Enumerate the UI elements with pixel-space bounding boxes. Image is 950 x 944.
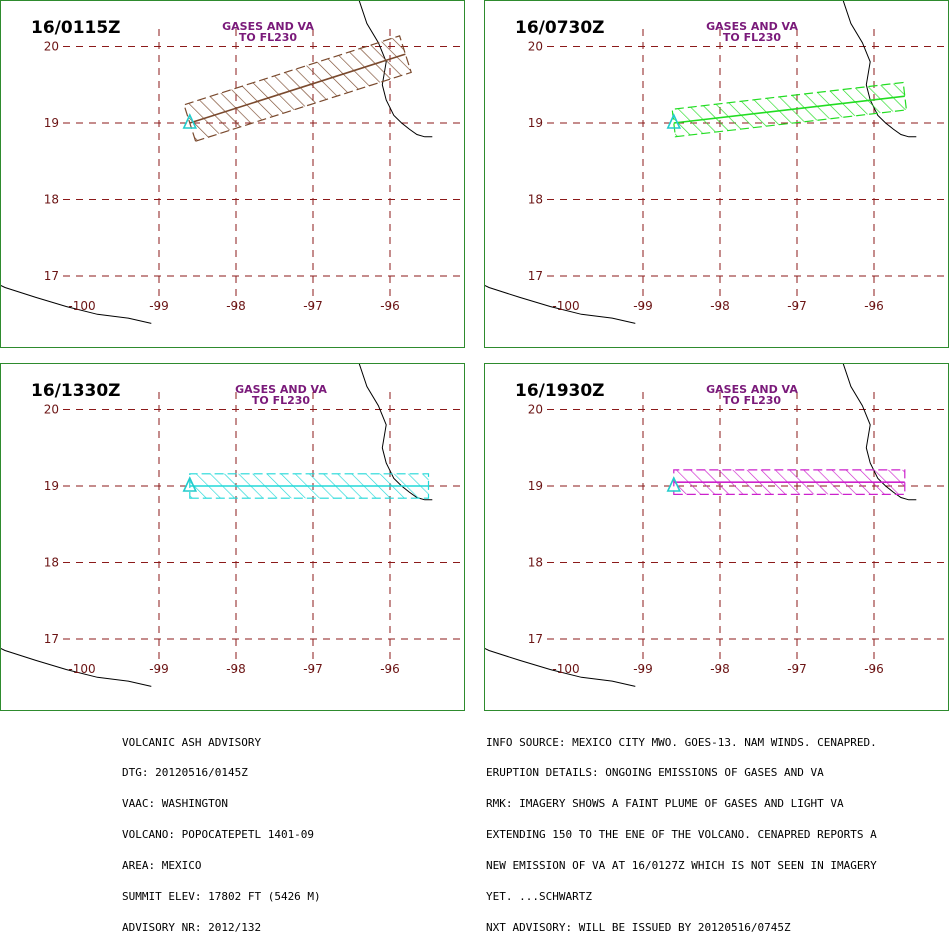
lon-label: -96 — [380, 299, 400, 313]
lat-label: 17 — [528, 269, 543, 283]
lon-label: -99 — [149, 299, 169, 313]
lon-label: -98 — [710, 662, 730, 676]
lat-label: 17 — [528, 632, 543, 646]
ash-note-line1: GASES AND VA — [222, 20, 314, 33]
advisory-line: SUMMIT ELEV: 17802 FT (5426 M) — [122, 890, 321, 904]
panel-time: 16/0115Z — [31, 18, 121, 38]
lon-label: -100 — [68, 299, 95, 313]
lat-label: 18 — [528, 556, 543, 570]
lat-label: 19 — [528, 116, 543, 130]
coastline — [842, 364, 917, 501]
map-panel-2: 20 19 18 17 -100 -99 -98 -97 -96 16/0730Z GASES … — [484, 0, 949, 348]
advisory-line: VAAC: WASHINGTON — [122, 797, 228, 811]
lat-label: 19 — [528, 479, 543, 493]
lon-label: -96 — [864, 299, 884, 313]
advisory-header: VOLCANIC ASH ADVISORY DTG: 20120516/0145… — [122, 717, 321, 944]
coastline — [1, 284, 152, 324]
lon-label: -96 — [380, 662, 400, 676]
map-canvas-4: 20 19 18 17 -100 -99 -98 -97 -96 — [485, 364, 947, 687]
lat-label: 20 — [528, 40, 543, 54]
advisory-line: NEW EMISSION OF VA AT 16/0127Z WHICH IS … — [486, 859, 877, 873]
coastline — [485, 284, 636, 324]
advisory-line: VOLCANIC ASH ADVISORY — [122, 735, 262, 749]
map-panel-3: 20 19 18 17 -100 -99 -98 -97 -96 16/1330Z GASES … — [0, 363, 465, 711]
lat-label: 17 — [44, 632, 59, 646]
plume-axis — [673, 95, 905, 124]
lon-label: -99 — [633, 299, 653, 313]
advisory-line: DTG: 20120516/0145Z — [122, 766, 248, 780]
lon-label: -97 — [787, 662, 807, 676]
lon-label: -98 — [226, 662, 246, 676]
lat-label: 20 — [44, 40, 59, 54]
coastline — [485, 647, 636, 687]
panel-time: 16/1330Z — [31, 381, 121, 401]
lat-label: 18 — [44, 193, 59, 207]
lon-label: -97 — [787, 299, 807, 313]
lat-label: 20 — [528, 403, 543, 417]
lon-label: -98 — [226, 299, 246, 313]
lon-label: -98 — [710, 299, 730, 313]
lat-label: 19 — [44, 479, 59, 493]
advisory-line: NXT ADVISORY: WILL BE ISSUED BY 20120516… — [486, 920, 791, 934]
lon-label: -96 — [864, 662, 884, 676]
map-canvas-1: 20 19 18 17 -100 -99 -98 -97 -96 — [1, 1, 463, 324]
advisory-details: INFO SOURCE: MEXICO CITY MWO. GOES-13. N… — [486, 717, 877, 944]
panel-time: 16/1930Z — [515, 381, 605, 401]
map-canvas-2: 20 19 18 17 -100 -99 -98 -97 -96 — [485, 1, 947, 324]
volcano-icon — [182, 476, 198, 492]
lon-label: -99 — [149, 662, 169, 676]
lat-label: 18 — [44, 556, 59, 570]
ash-note-line1: GASES AND VA — [235, 383, 327, 396]
lat-label: 19 — [44, 116, 59, 130]
map-panel-1: 20 19 18 17 -100 -99 -98 -97 -96 16/0115Z GASES … — [0, 0, 465, 348]
ash-note-line1: GASES AND VA — [706, 383, 798, 396]
map-panel-4: 20 19 18 17 -100 -99 -98 -97 -96 16/1930Z GASES … — [484, 363, 949, 711]
lon-label: -100 — [552, 662, 579, 676]
advisory-line: AREA: MEXICO — [122, 859, 202, 873]
ash-note-line2: TO FL230 — [722, 31, 782, 44]
advisory-line: ADVISORY NR: 2012/132 — [122, 920, 262, 934]
lat-label: 18 — [528, 193, 543, 207]
map-canvas-3: 20 19 18 17 -100 -99 -98 -97 -96 — [1, 364, 463, 687]
ash-note-line2: TO FL230 — [238, 31, 298, 44]
volcano-icon — [182, 113, 198, 129]
ash-note-line2: TO FL230 — [722, 394, 782, 407]
advisory-line: YET. ...SCHWARTZ — [486, 890, 592, 904]
advisory-line: INFO SOURCE: MEXICO CITY MWO. GOES-13. N… — [486, 735, 877, 749]
lon-label: -100 — [68, 662, 95, 676]
advisory-line: VOLCANO: POPOCATEPETL 1401-09 — [122, 828, 315, 842]
panel-time: 16/0730Z — [515, 18, 605, 38]
ash-note-line1: GASES AND VA — [706, 20, 798, 33]
ash-note-line2: TO FL230 — [251, 394, 311, 407]
lon-label: -100 — [552, 299, 579, 313]
lon-label: -99 — [633, 662, 653, 676]
advisory-line: RMK: IMAGERY SHOWS A FAINT PLUME OF GASE… — [486, 797, 844, 811]
lon-label: -97 — [303, 299, 323, 313]
coastline — [1, 647, 152, 687]
volcano-icon — [666, 113, 682, 129]
lat-label: 17 — [44, 269, 59, 283]
lat-label: 20 — [44, 403, 59, 417]
lon-label: -97 — [303, 662, 323, 676]
volcano-icon — [666, 476, 682, 492]
advisory-line: ERUPTION DETAILS: ONGOING EMISSIONS OF G… — [486, 766, 824, 780]
plume-axis — [189, 53, 406, 124]
coastline — [358, 1, 433, 138]
advisory-line: EXTENDING 150 TO THE ENE OF THE VOLCANO.… — [486, 828, 877, 842]
